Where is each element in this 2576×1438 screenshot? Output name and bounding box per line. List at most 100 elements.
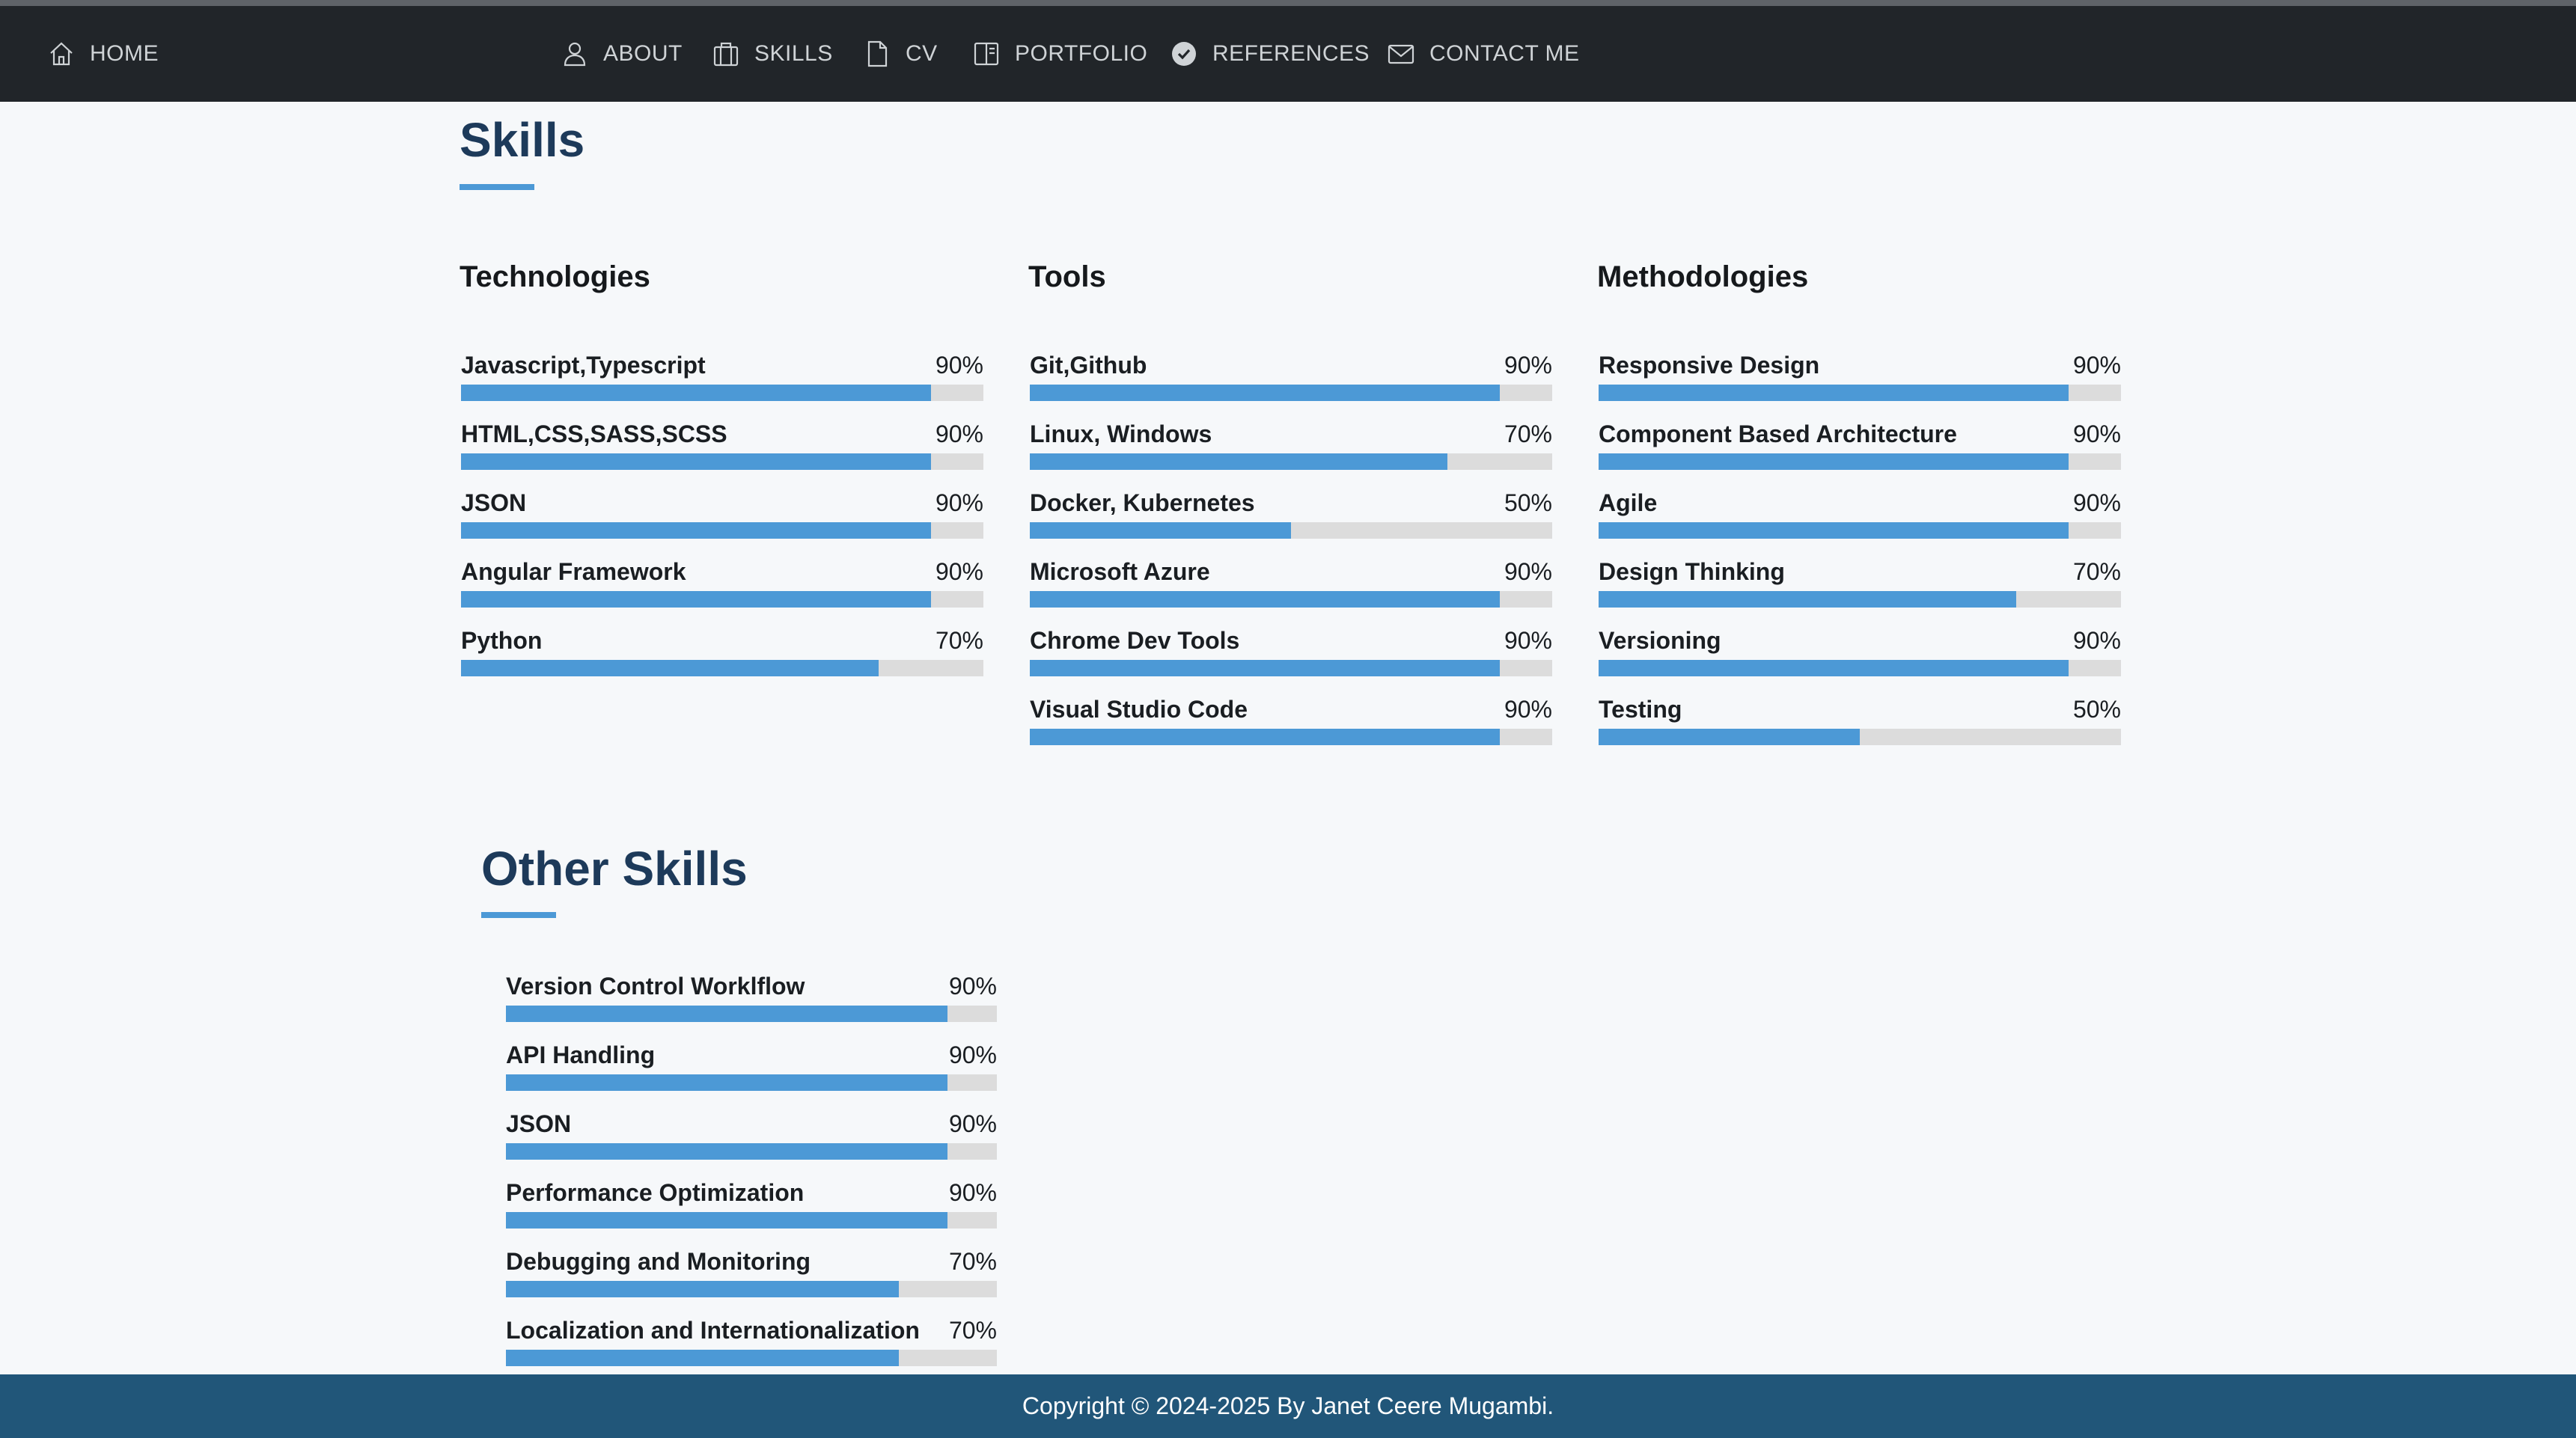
skill-row: Design Thinking 70% <box>1597 558 2121 611</box>
skill-name: Component Based Architecture <box>1599 420 1957 447</box>
skill-row: Version Control Worklflow 90% <box>504 973 997 1025</box>
progress-track <box>506 1350 997 1366</box>
skill-percent: 90% <box>2072 352 2121 379</box>
progress-track <box>1599 729 2121 745</box>
progress-fill <box>506 1212 948 1229</box>
skill-name: Version Control Worklflow <box>506 973 805 1000</box>
skill-name: Testing <box>1599 696 1682 723</box>
progress-fill <box>461 522 932 539</box>
skill-row: Performance Optimization 90% <box>504 1179 997 1232</box>
skill-row: Debugging and Monitoring 70% <box>504 1248 997 1300</box>
progress-track <box>1599 522 2121 539</box>
progress-track <box>506 1281 997 1297</box>
skill-row: Chrome Dev Tools 90% <box>1028 627 1552 679</box>
skill-row: Agile 90% <box>1597 489 2121 542</box>
skill-row: Git,Github 90% <box>1028 352 1552 404</box>
nav-about[interactable]: ABOUT <box>560 6 683 102</box>
nav-skills-label: SKILLS <box>754 41 833 66</box>
nav-skills[interactable]: SKILLS <box>711 6 833 102</box>
progress-fill <box>506 1143 948 1160</box>
progress-fill <box>1030 453 1448 470</box>
top-border <box>0 0 2576 6</box>
nav-cv[interactable]: CV <box>862 6 938 102</box>
skill-row: Versioning 90% <box>1597 627 2121 679</box>
progress-fill <box>506 1006 948 1022</box>
nav-portfolio[interactable]: PORTFOLIO <box>971 6 1147 102</box>
skill-row: API Handling 90% <box>504 1041 997 1094</box>
skills-title-underline <box>460 184 534 190</box>
progress-fill <box>1599 591 2017 608</box>
progress-track <box>506 1074 997 1091</box>
skill-row: JSON 90% <box>504 1110 997 1163</box>
nav-about-label: ABOUT <box>603 41 683 66</box>
progress-track <box>1599 660 2121 676</box>
progress-track <box>1599 453 2121 470</box>
progress-fill <box>1030 660 1501 676</box>
skill-name: JSON <box>506 1110 572 1137</box>
skill-percent: 50% <box>1504 489 1552 516</box>
skill-percent: 90% <box>935 420 983 447</box>
nav-references[interactable]: REFERENCES <box>1169 6 1370 102</box>
progress-fill <box>1599 522 2069 539</box>
skill-name: Design Thinking <box>1599 558 1785 585</box>
nav-cv-label: CV <box>906 41 938 66</box>
skill-percent: 70% <box>948 1317 997 1344</box>
skill-name: Debugging and Monitoring <box>506 1248 811 1275</box>
progress-fill <box>506 1281 899 1297</box>
nav-portfolio-label: PORTFOLIO <box>1015 41 1148 66</box>
skill-name: Microsoft Azure <box>1030 558 1210 585</box>
skill-name: Agile <box>1599 489 1658 516</box>
skill-row: Javascript,Typescript 90% <box>460 352 983 404</box>
skill-row: Visual Studio Code 90% <box>1028 696 1552 748</box>
skill-name: Angular Framework <box>461 558 686 585</box>
skill-row: Localization and Internationalization 70% <box>504 1317 997 1369</box>
other-skills-title: Other Skills <box>481 842 748 896</box>
portfolio-icon <box>974 42 999 66</box>
column-heading: Methodologies <box>1597 260 1809 293</box>
skill-row: Linux, Windows 70% <box>1028 420 1552 473</box>
other-skills-title-underline <box>481 912 556 918</box>
nav-references-label: REFERENCES <box>1212 41 1370 66</box>
progress-track <box>1030 660 1552 676</box>
progress-fill <box>1030 522 1291 539</box>
skill-percent: 90% <box>2072 420 2121 447</box>
skill-row: Microsoft Azure 90% <box>1028 558 1552 611</box>
skill-percent: 90% <box>2072 489 2121 516</box>
document-icon <box>867 40 888 67</box>
skill-row: JSON 90% <box>460 489 983 542</box>
progress-track <box>1030 729 1552 745</box>
nav-home-label: HOME <box>90 41 159 66</box>
progress-fill <box>1599 729 1860 745</box>
skill-percent: 70% <box>2072 558 2121 585</box>
skill-percent: 70% <box>948 1248 997 1275</box>
skill-name: Localization and Internationalization <box>506 1317 920 1344</box>
progress-fill <box>1030 385 1501 401</box>
progress-fill <box>461 660 879 676</box>
skill-row: Python 70% <box>460 627 983 679</box>
skill-name: Linux, Windows <box>1030 420 1212 447</box>
column-heading: Tools <box>1028 260 1106 293</box>
skill-percent: 90% <box>1504 627 1552 654</box>
column-heading: Technologies <box>460 260 650 293</box>
skill-percent: 90% <box>1504 696 1552 723</box>
nav-contact[interactable]: CONTACT ME <box>1386 6 1580 102</box>
skill-percent: 90% <box>2072 627 2121 654</box>
progress-fill <box>506 1074 948 1091</box>
progress-track <box>1030 522 1552 539</box>
progress-track <box>1030 385 1552 401</box>
progress-fill <box>1030 729 1501 745</box>
progress-fill <box>1030 591 1501 608</box>
copyright-text: Copyright © 2024-2025 By Janet Ceere Mug… <box>1022 1392 1554 1419</box>
progress-fill <box>461 591 932 608</box>
progress-track <box>1030 453 1552 470</box>
skill-name: Performance Optimization <box>506 1179 805 1206</box>
footer: Copyright © 2024-2025 By Janet Ceere Mug… <box>0 1374 2576 1438</box>
skill-row: Docker, Kubernetes 50% <box>1028 489 1552 542</box>
skills-title: Skills <box>460 113 585 167</box>
skill-name: Docker, Kubernetes <box>1030 489 1255 516</box>
nav-home[interactable]: HOME <box>46 6 159 102</box>
skill-name: Chrome Dev Tools <box>1030 627 1240 654</box>
progress-track <box>1599 591 2121 608</box>
skill-name: Responsive Design <box>1599 352 1820 379</box>
skill-row: HTML,CSS,SASS,SCSS 90% <box>460 420 983 473</box>
